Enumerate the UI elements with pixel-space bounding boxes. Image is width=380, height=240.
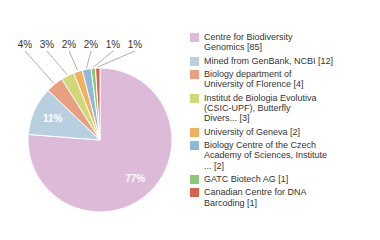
html-text:Biology department of Universi: Biology department of University of Flor… <box>204 69 304 90</box>
svg-text:11%: 11% <box>43 113 63 124</box>
svg-text:77%: 77% <box>125 173 145 184</box>
html-text:Canadian Centre for DNA Barcod: Canadian Centre for DNA Barcoding [1] <box>204 187 307 208</box>
html-text:University of Geneva [2]: University of Geneva [2] <box>204 126 300 137</box>
html-text:GATC Biotech AG [1]: GATC Biotech AG [1] <box>204 174 289 184</box>
svg-text:1%: 1% <box>128 39 143 50</box>
svg-text:4%: 4% <box>18 39 33 50</box>
html-text:Centre for Biodiversity Genomi: Centre for Biodiversity Genomics [85] <box>204 31 293 53</box>
html-text:Mined from GenBank, NCBI [12]: Mined from GenBank, NCBI [12] <box>204 55 334 66</box>
svg-text:1%: 1% <box>106 39 121 50</box>
svg-text:2%: 2% <box>62 39 77 50</box>
svg-text:3%: 3% <box>40 39 55 50</box>
html-text:Institut de Biologia Evolutiva: Institut de Biologia Evolutiva (CSIC-UPF… <box>204 92 317 124</box>
svg-text:2%: 2% <box>84 39 99 50</box>
html-text:Biology Centre of the Czech Ac: Biology Centre of the Czech Academy of S… <box>204 140 328 171</box>
